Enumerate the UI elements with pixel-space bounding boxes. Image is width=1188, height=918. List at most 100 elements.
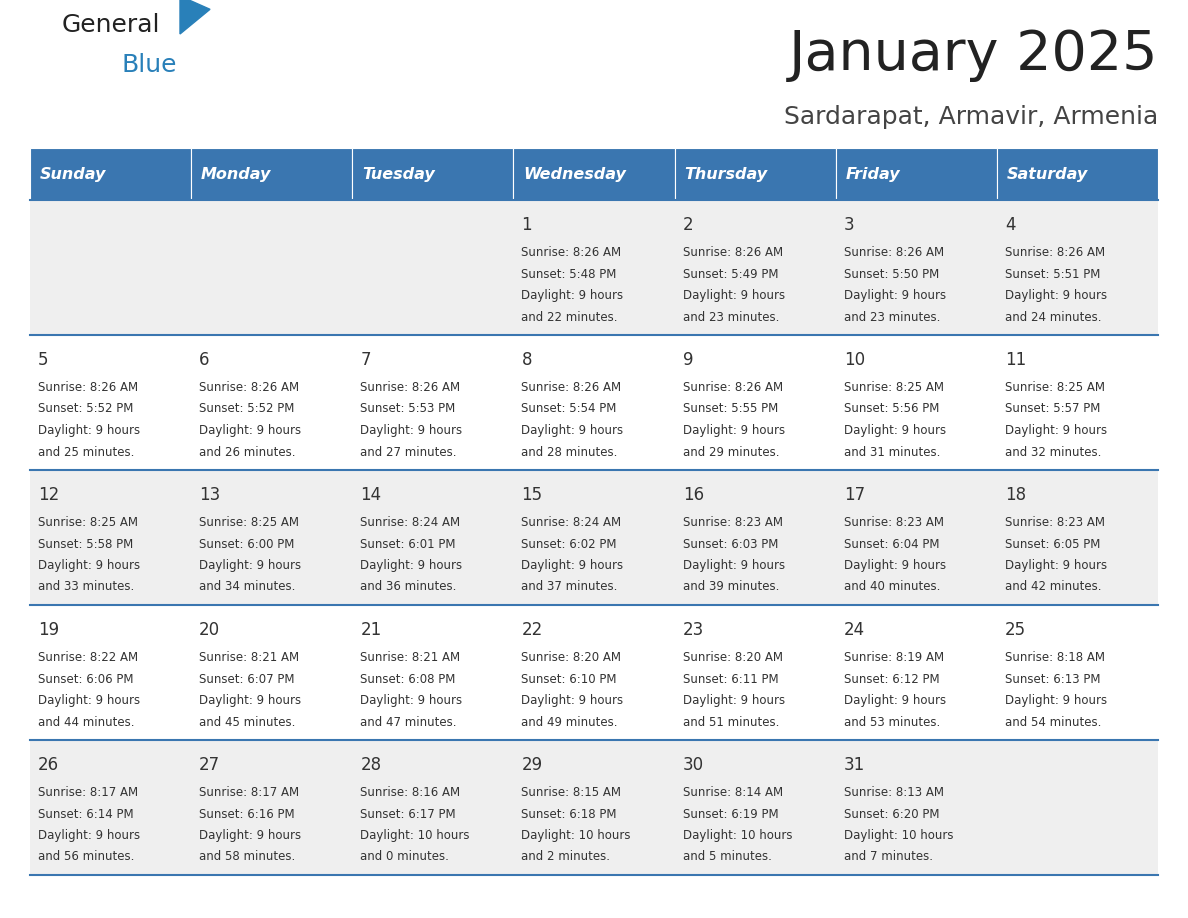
Text: Sunrise: 8:21 AM: Sunrise: 8:21 AM [360, 651, 461, 664]
Text: Sunrise: 8:26 AM: Sunrise: 8:26 AM [522, 381, 621, 394]
Text: Sunset: 6:13 PM: Sunset: 6:13 PM [1005, 673, 1100, 686]
Text: Sunset: 6:08 PM: Sunset: 6:08 PM [360, 673, 456, 686]
Text: Sunset: 5:50 PM: Sunset: 5:50 PM [843, 267, 939, 281]
Text: and 58 minutes.: and 58 minutes. [200, 850, 296, 864]
Text: 5: 5 [38, 351, 49, 369]
Text: Sunset: 6:03 PM: Sunset: 6:03 PM [683, 538, 778, 551]
Text: and 36 minutes.: and 36 minutes. [360, 580, 456, 594]
Text: Sunrise: 8:19 AM: Sunrise: 8:19 AM [843, 651, 944, 664]
Text: 21: 21 [360, 621, 381, 639]
Text: and 39 minutes.: and 39 minutes. [683, 580, 779, 594]
Text: Daylight: 9 hours: Daylight: 9 hours [38, 694, 140, 707]
Text: and 56 minutes.: and 56 minutes. [38, 850, 134, 864]
Text: and 49 minutes.: and 49 minutes. [522, 715, 618, 729]
Text: 13: 13 [200, 486, 221, 504]
Text: Sunset: 6:11 PM: Sunset: 6:11 PM [683, 673, 778, 686]
Text: 24: 24 [843, 621, 865, 639]
Text: Daylight: 9 hours: Daylight: 9 hours [522, 289, 624, 302]
Text: Sunrise: 8:22 AM: Sunrise: 8:22 AM [38, 651, 138, 664]
Bar [30, 740, 1158, 875]
Text: Sunrise: 8:26 AM: Sunrise: 8:26 AM [522, 246, 621, 259]
Text: Sunrise: 8:25 AM: Sunrise: 8:25 AM [38, 516, 138, 529]
Text: Sunset: 5:53 PM: Sunset: 5:53 PM [360, 402, 455, 416]
Bar [30, 200, 1158, 335]
Text: 7: 7 [360, 351, 371, 369]
Text: and 33 minutes.: and 33 minutes. [38, 580, 134, 594]
Text: and 2 minutes.: and 2 minutes. [522, 850, 611, 864]
Text: Sunset: 5:51 PM: Sunset: 5:51 PM [1005, 267, 1100, 281]
Text: 23: 23 [683, 621, 703, 639]
Text: 27: 27 [200, 756, 220, 774]
Text: General: General [62, 13, 160, 37]
Text: 25: 25 [1005, 621, 1026, 639]
Text: Wednesday: Wednesday [523, 166, 626, 182]
Text: Sunrise: 8:20 AM: Sunrise: 8:20 AM [522, 651, 621, 664]
Text: Daylight: 9 hours: Daylight: 9 hours [683, 694, 785, 707]
Text: Sunrise: 8:26 AM: Sunrise: 8:26 AM [38, 381, 138, 394]
Text: Sunrise: 8:13 AM: Sunrise: 8:13 AM [843, 786, 943, 799]
Text: and 25 minutes.: and 25 minutes. [38, 445, 134, 458]
Text: Daylight: 9 hours: Daylight: 9 hours [200, 694, 302, 707]
Text: Sunrise: 8:23 AM: Sunrise: 8:23 AM [1005, 516, 1105, 529]
Text: and 24 minutes.: and 24 minutes. [1005, 310, 1101, 323]
Text: Thursday: Thursday [684, 166, 767, 182]
Text: Daylight: 9 hours: Daylight: 9 hours [38, 559, 140, 572]
Text: Daylight: 9 hours: Daylight: 9 hours [683, 559, 785, 572]
Text: Daylight: 9 hours: Daylight: 9 hours [200, 424, 302, 437]
Text: Sunrise: 8:23 AM: Sunrise: 8:23 AM [843, 516, 943, 529]
Text: 11: 11 [1005, 351, 1026, 369]
Text: and 44 minutes.: and 44 minutes. [38, 715, 134, 729]
Text: 20: 20 [200, 621, 220, 639]
Text: 18: 18 [1005, 486, 1026, 504]
Text: Sunset: 6:02 PM: Sunset: 6:02 PM [522, 538, 617, 551]
Text: Blue: Blue [122, 53, 177, 77]
Text: 16: 16 [683, 486, 703, 504]
Text: 9: 9 [683, 351, 693, 369]
Text: Friday: Friday [846, 166, 901, 182]
Text: Daylight: 9 hours: Daylight: 9 hours [843, 289, 946, 302]
Text: Sunset: 6:07 PM: Sunset: 6:07 PM [200, 673, 295, 686]
Text: Sunrise: 8:17 AM: Sunrise: 8:17 AM [200, 786, 299, 799]
Polygon shape [181, 0, 210, 34]
Text: and 22 minutes.: and 22 minutes. [522, 310, 618, 323]
Bar [513, 148, 675, 200]
Text: and 34 minutes.: and 34 minutes. [200, 580, 296, 594]
Text: Sunset: 5:49 PM: Sunset: 5:49 PM [683, 267, 778, 281]
Text: Sardarapat, Armavir, Armenia: Sardarapat, Armavir, Armenia [784, 105, 1158, 129]
Text: and 51 minutes.: and 51 minutes. [683, 715, 779, 729]
Text: Daylight: 9 hours: Daylight: 9 hours [522, 424, 624, 437]
Text: 31: 31 [843, 756, 865, 774]
Bar [30, 605, 1158, 740]
Text: Daylight: 10 hours: Daylight: 10 hours [683, 829, 792, 842]
Text: Sunset: 6:01 PM: Sunset: 6:01 PM [360, 538, 456, 551]
Text: Daylight: 10 hours: Daylight: 10 hours [522, 829, 631, 842]
Text: Sunset: 6:18 PM: Sunset: 6:18 PM [522, 808, 617, 821]
Text: Sunrise: 8:21 AM: Sunrise: 8:21 AM [200, 651, 299, 664]
Text: and 27 minutes.: and 27 minutes. [360, 445, 457, 458]
Text: and 40 minutes.: and 40 minutes. [843, 580, 940, 594]
Text: 1: 1 [522, 216, 532, 234]
Text: Daylight: 9 hours: Daylight: 9 hours [200, 829, 302, 842]
Text: Sunrise: 8:26 AM: Sunrise: 8:26 AM [200, 381, 299, 394]
Text: Daylight: 9 hours: Daylight: 9 hours [843, 424, 946, 437]
Text: Daylight: 9 hours: Daylight: 9 hours [360, 694, 462, 707]
Text: Daylight: 9 hours: Daylight: 9 hours [360, 424, 462, 437]
Text: Daylight: 9 hours: Daylight: 9 hours [1005, 424, 1107, 437]
Text: Daylight: 9 hours: Daylight: 9 hours [38, 424, 140, 437]
Text: January 2025: January 2025 [789, 28, 1158, 82]
Text: Daylight: 9 hours: Daylight: 9 hours [1005, 289, 1107, 302]
Text: 26: 26 [38, 756, 59, 774]
Text: Sunrise: 8:24 AM: Sunrise: 8:24 AM [360, 516, 461, 529]
Text: Daylight: 10 hours: Daylight: 10 hours [843, 829, 953, 842]
Text: and 47 minutes.: and 47 minutes. [360, 715, 457, 729]
Text: 2: 2 [683, 216, 694, 234]
Text: Sunday: Sunday [39, 166, 106, 182]
Text: Sunset: 5:52 PM: Sunset: 5:52 PM [38, 402, 133, 416]
Text: 10: 10 [843, 351, 865, 369]
Text: Daylight: 10 hours: Daylight: 10 hours [360, 829, 469, 842]
Text: Daylight: 9 hours: Daylight: 9 hours [683, 289, 785, 302]
Text: Saturday: Saturday [1006, 166, 1088, 182]
Bar [191, 148, 353, 200]
Text: Sunrise: 8:18 AM: Sunrise: 8:18 AM [1005, 651, 1105, 664]
Text: Sunrise: 8:26 AM: Sunrise: 8:26 AM [683, 381, 783, 394]
